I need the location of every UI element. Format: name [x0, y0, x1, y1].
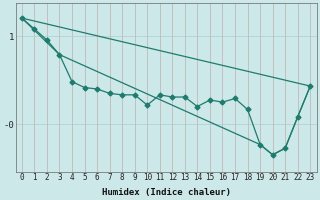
X-axis label: Humidex (Indice chaleur): Humidex (Indice chaleur) [101, 188, 231, 197]
